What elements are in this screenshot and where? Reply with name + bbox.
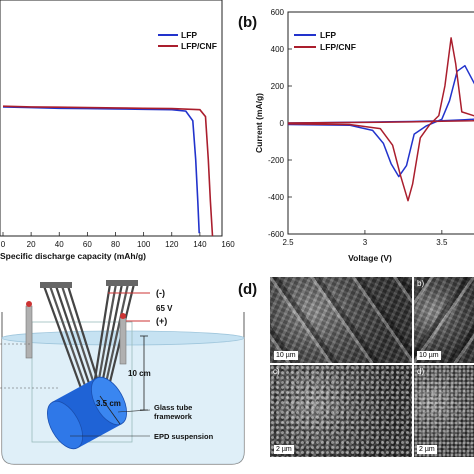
discharge-x-tick-label: 140 <box>193 240 207 249</box>
counter-electrode-right <box>119 317 127 365</box>
left-electrode-bundle <box>40 282 104 403</box>
glass-tube-label-line1: Glass tube <box>154 403 192 412</box>
discharge-x-tick-label: 0 <box>1 240 6 249</box>
cv-x-axis-label: Voltage (V) <box>348 253 392 263</box>
terminal-minus <box>26 301 32 307</box>
sem-image-c: c) 2 µm <box>270 365 412 457</box>
cv-legend-label-lfp: LFP <box>320 30 336 40</box>
epd-suspension-label: EPD suspension <box>154 432 214 441</box>
discharge-x-tick-label: 100 <box>137 240 151 249</box>
legend-label-lfp: LFP <box>181 30 197 40</box>
sem-sub-label-b: b) <box>417 279 425 288</box>
discharge-x-tick-label: 160 <box>221 240 235 249</box>
discharge-series-lfp-cnf <box>2 105 214 237</box>
cv-x-tick-label: 3 <box>363 238 368 247</box>
discharge-x-axis-label: Specific discharge capacity (mAh/g) <box>0 251 146 261</box>
electrode-minus-label: (-) <box>156 288 165 298</box>
cv-y-tick-label: 400 <box>271 45 285 54</box>
sem-sub-label-d: d) <box>417 367 425 376</box>
discharge-plot-frame <box>0 0 223 237</box>
cv-series-lfp-cnf <box>287 37 474 202</box>
sem-image-a: 10 µm <box>270 277 412 363</box>
discharge-x-tick-label: 20 <box>27 240 36 249</box>
electrode-plus-label: (+) <box>156 316 167 326</box>
sem-image-b: b) 10 µm <box>414 277 474 363</box>
panel-label-d: (d) <box>238 281 257 298</box>
legend-label-lfp-cnf: LFP/CNF <box>181 41 217 51</box>
discharge-x-tick-label: 40 <box>55 240 64 249</box>
cv-x-tick-label: 3.5 <box>436 238 448 247</box>
cv-y-tick-label: 600 <box>271 8 285 17</box>
cv-y-tick-label: 0 <box>280 119 285 128</box>
cv-y-axis-label: Current (mA/g) <box>254 93 264 153</box>
discharge-x-tick-label: 120 <box>165 240 179 249</box>
epd-setup-diagram: (-) 65 V (+) 10 cm 3.5 cm Glass tube fra… <box>0 280 245 465</box>
sem-scale-bar-a: 10 µm <box>274 351 298 360</box>
cv-y-tick-label: -400 <box>268 193 285 202</box>
discharge-legend: LFP LFP/CNF <box>158 30 217 51</box>
cv-y-tick-label: 200 <box>271 82 285 91</box>
cv-y-tick-label: -600 <box>268 230 285 239</box>
sem-scale-bar-c: 2 µm <box>274 445 294 454</box>
panel-label-b: (b) <box>238 14 257 31</box>
height-dimension-label: 10 cm <box>128 369 151 378</box>
discharge-x-tick-label: 80 <box>111 240 120 249</box>
cv-chart: 2.5 3 3.5 -600 -400 -200 0 200 400 600 LFP LFP/CN… <box>254 8 474 263</box>
sem-scale-bar-b: 10 µm <box>417 351 441 360</box>
cv-x-tick-label: 2.5 <box>282 238 294 247</box>
diameter-dimension-line <box>99 395 121 425</box>
discharge-x-tick-label: 60 <box>83 240 92 249</box>
sem-sub-label-c: c) <box>273 367 280 376</box>
glass-tube-label-line2: framework <box>154 412 193 421</box>
diameter-dimension-label: 3.5 cm <box>96 399 121 408</box>
sem-scale-bar-d: 2 µm <box>417 445 437 454</box>
glass-tube-cylinder <box>47 376 127 450</box>
cv-legend: LFP LFP/CNF <box>294 30 356 52</box>
terminal-plus <box>120 313 126 319</box>
discharge-series-lfp <box>2 106 200 234</box>
counter-electrode-left <box>25 305 33 359</box>
voltage-label: 65 V <box>156 304 173 313</box>
cv-y-tick-label: -200 <box>268 156 285 165</box>
cv-legend-label-lfp-cnf: LFP/CNF <box>320 42 356 52</box>
discharge-chart: 0 20 40 60 80 100 120 140 160 LFP LFP/CNF Specif… <box>0 0 235 261</box>
sem-image-d: d) 2 µm <box>414 365 474 457</box>
